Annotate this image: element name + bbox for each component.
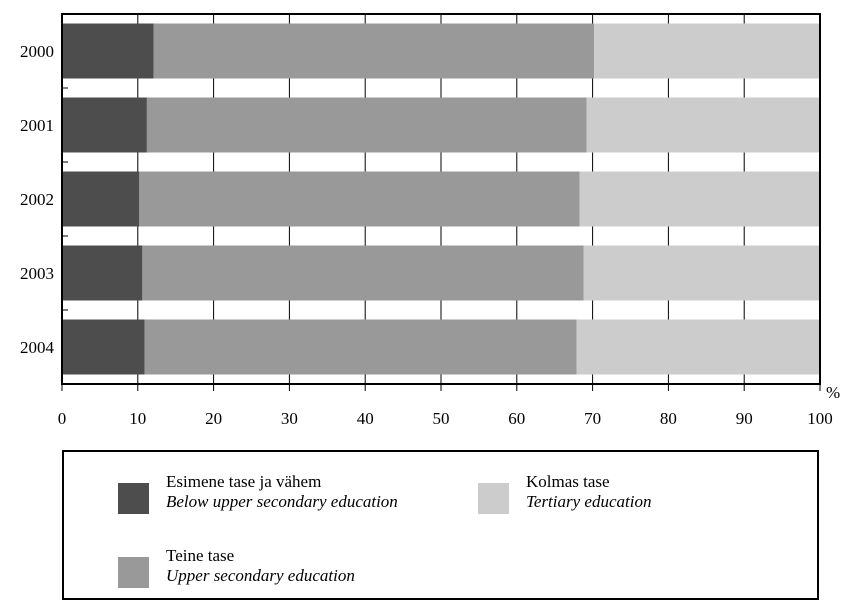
x-tick-label: 20 (205, 409, 222, 428)
x-tick-label: 60 (508, 409, 525, 428)
legend-swatch-dark (118, 483, 149, 514)
x-tick-label: 50 (433, 409, 450, 428)
x-tick-label: 0 (58, 409, 67, 428)
y-tick-label: 2002 (20, 190, 54, 209)
bar-segment (139, 171, 580, 227)
bar-segment (62, 319, 145, 375)
bar-segment (583, 245, 820, 301)
legend-label-en: Below upper secondary education (166, 492, 398, 511)
legend-item-upper-secondary: Teine tase Upper secondary education (118, 546, 355, 588)
bar-segment (594, 23, 820, 79)
legend-swatch-light (478, 483, 509, 514)
bar-segment (153, 23, 595, 79)
legend-label-en: Upper secondary education (166, 566, 355, 585)
legend-label-en: Tertiary education (526, 492, 652, 511)
legend: Esimene tase ja vähem Below upper second… (62, 450, 819, 600)
bar-segment (579, 171, 820, 227)
y-tick-label: 2003 (20, 264, 54, 283)
bar-segment (62, 23, 154, 79)
legend-swatch-mid (118, 557, 149, 588)
bar-segment (586, 97, 820, 153)
x-tick-label: 40 (357, 409, 374, 428)
bar-segment (576, 319, 820, 375)
y-tick-label: 2000 (20, 42, 54, 61)
legend-label-et: Teine tase (166, 546, 235, 565)
legend-label-et: Kolmas tase (526, 472, 610, 491)
legend-item-below-upper-secondary: Esimene tase ja vähem Below upper second… (118, 472, 398, 514)
x-tick-label: 70 (584, 409, 601, 428)
bar-segment (146, 97, 587, 153)
bar-segment (62, 171, 140, 227)
x-tick-label: 90 (736, 409, 753, 428)
y-tick-label: 2001 (20, 116, 54, 135)
bar-segment (144, 319, 577, 375)
x-tick-label: 10 (129, 409, 146, 428)
x-tick-label: 100 (807, 409, 833, 428)
stacked-bar-chart: 2000 2001 2002 2003 2004 0 10 20 30 40 50 60 70 80 90 1… (20, 13, 840, 428)
y-tick-label: 2004 (20, 338, 55, 357)
bar-segment (142, 245, 584, 301)
x-tick-label: 30 (281, 409, 298, 428)
legend-label-et: Esimene tase ja vähem (166, 472, 322, 491)
x-tick-label: 80 (660, 409, 677, 428)
bar-segment (62, 97, 147, 153)
legend-item-tertiary: Kolmas tase Tertiary education (478, 472, 651, 514)
bar-segment (62, 245, 143, 301)
x-unit-label: % (826, 383, 840, 402)
